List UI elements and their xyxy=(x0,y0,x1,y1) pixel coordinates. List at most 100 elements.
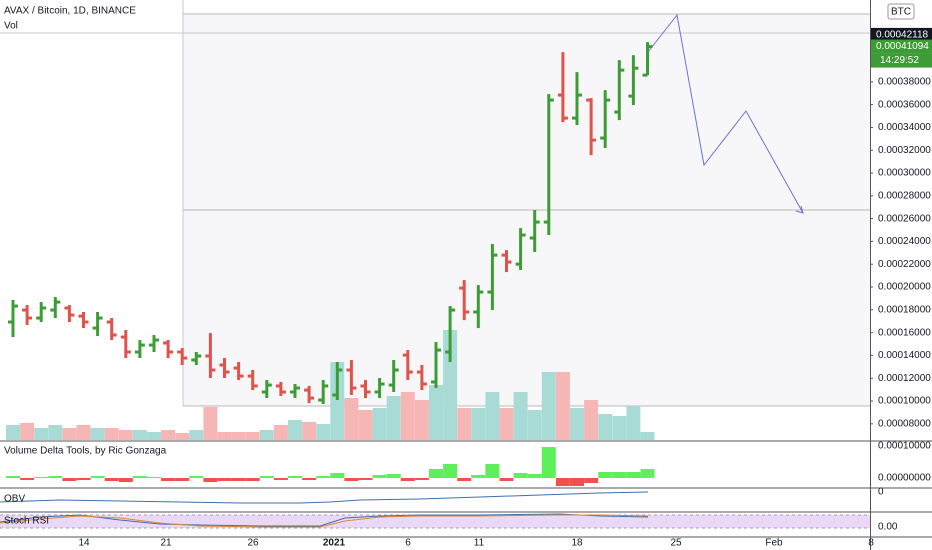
volume-bar xyxy=(471,408,486,440)
volume-bar xyxy=(330,362,345,440)
volume-bar xyxy=(217,432,232,440)
y-tick-label: 0.00016000 xyxy=(878,327,931,338)
delta-bar xyxy=(513,473,528,478)
y-tick-label: 0.00014000 xyxy=(878,350,931,361)
delta-bar xyxy=(231,478,246,482)
delta-bar xyxy=(62,478,77,482)
delta-bar xyxy=(161,478,176,482)
stoch-tick-label: 0.00 xyxy=(878,522,898,533)
delta-bar xyxy=(245,478,260,482)
delta-bar xyxy=(485,464,500,478)
delta-bar xyxy=(414,478,429,480)
delta-bar xyxy=(273,478,288,480)
delta-bar xyxy=(612,471,627,478)
volume-bar xyxy=(34,428,49,440)
volume-bar xyxy=(541,372,556,440)
x-tick-label: 11 xyxy=(474,538,485,549)
x-tick-label: 26 xyxy=(247,538,259,549)
y-tick-label: 0.00038000 xyxy=(878,76,931,87)
delta-bar xyxy=(640,469,655,478)
x-tick-label: 2021 xyxy=(323,538,346,549)
volume-bar xyxy=(20,423,35,440)
countdown-tag xyxy=(871,53,932,68)
delta-bar xyxy=(598,471,613,478)
y-tick-label: 0.00012000 xyxy=(878,373,931,384)
delta-bar xyxy=(316,476,331,478)
y-tick-label: 0.00026000 xyxy=(878,213,931,224)
delta-bar xyxy=(118,478,133,482)
delta-bar xyxy=(259,476,274,478)
delta-tick-label: 0.00010000 xyxy=(878,441,931,452)
delta-bar xyxy=(386,474,401,478)
delta-bar xyxy=(429,469,443,478)
volume-bar xyxy=(302,422,317,440)
price-tag-label: 0.00041094 xyxy=(876,41,929,52)
delta-bar xyxy=(626,471,641,478)
volume-bar xyxy=(527,410,542,440)
delta-bar xyxy=(104,478,119,482)
volume-bar xyxy=(344,398,359,440)
volume-bar xyxy=(443,330,458,440)
x-tick-label: 14 xyxy=(78,538,90,549)
volume-bar xyxy=(457,408,472,440)
volume-bar xyxy=(203,407,218,440)
volume-bar xyxy=(316,424,331,440)
x-tick-label: 6 xyxy=(405,538,411,549)
chart-title: AVAX / Bitcoin, 1D, BINANCE xyxy=(4,6,136,17)
drawing-arrow xyxy=(795,205,804,214)
y-tick-label: 0.00024000 xyxy=(878,236,931,247)
y-tick-label: 0.00020000 xyxy=(878,282,931,293)
obv-tick-label: 0 xyxy=(878,487,884,498)
delta-bar xyxy=(457,478,472,482)
delta-bar xyxy=(584,478,599,483)
delta-bar xyxy=(34,477,49,478)
y-tick-label: 0.00022000 xyxy=(878,259,931,270)
delta-bar xyxy=(6,476,20,478)
currency[interactable]: BTC xyxy=(891,7,911,18)
volume-bar xyxy=(259,430,274,440)
delta-bar xyxy=(555,478,570,486)
volume-bar xyxy=(147,432,161,440)
price-tag xyxy=(871,27,932,42)
delta-title: Volume Delta Tools, by Ric Gonzaga xyxy=(4,446,167,457)
x-tick-label: 18 xyxy=(571,538,583,549)
volume-bar xyxy=(175,433,190,440)
y-tick-label: 0.00030000 xyxy=(878,168,931,179)
y-tick-label: 0.00032000 xyxy=(878,145,931,156)
volume-bar xyxy=(584,400,599,440)
delta-bar xyxy=(400,478,415,482)
delta-bar xyxy=(203,478,218,482)
volume-bar xyxy=(273,425,288,440)
price-tag xyxy=(871,39,932,54)
volume-bar xyxy=(231,432,246,440)
delta-bar xyxy=(527,474,542,478)
volume-bar xyxy=(386,396,401,440)
delta-bar xyxy=(288,476,302,478)
volume-bar xyxy=(598,414,613,440)
delta-bar xyxy=(358,478,373,480)
stoch-title: Stoch RSI xyxy=(4,516,49,527)
delta-bar xyxy=(189,476,204,478)
delta-bar xyxy=(330,473,345,478)
obv-title: OBV xyxy=(4,494,25,505)
volume-bar xyxy=(189,430,204,440)
volume-bar xyxy=(161,430,176,440)
delta-bar xyxy=(499,478,514,482)
volume-bar xyxy=(626,406,641,440)
drawing-path xyxy=(647,13,804,214)
volume-bar xyxy=(62,428,77,440)
delta-bar xyxy=(175,478,190,482)
delta-bar xyxy=(570,478,584,486)
volume-bar xyxy=(640,432,655,440)
delta-bar xyxy=(471,474,486,478)
y-tick-label: 0.00008000 xyxy=(878,418,931,429)
price-tag-label: 0.00042118 xyxy=(876,30,929,41)
volume-bar xyxy=(372,408,387,440)
currency-box[interactable] xyxy=(887,3,915,20)
volume-bar xyxy=(414,400,429,440)
x-tick-label: 21 xyxy=(160,538,172,549)
volume-bar xyxy=(6,425,20,440)
delta-bar xyxy=(76,478,91,480)
